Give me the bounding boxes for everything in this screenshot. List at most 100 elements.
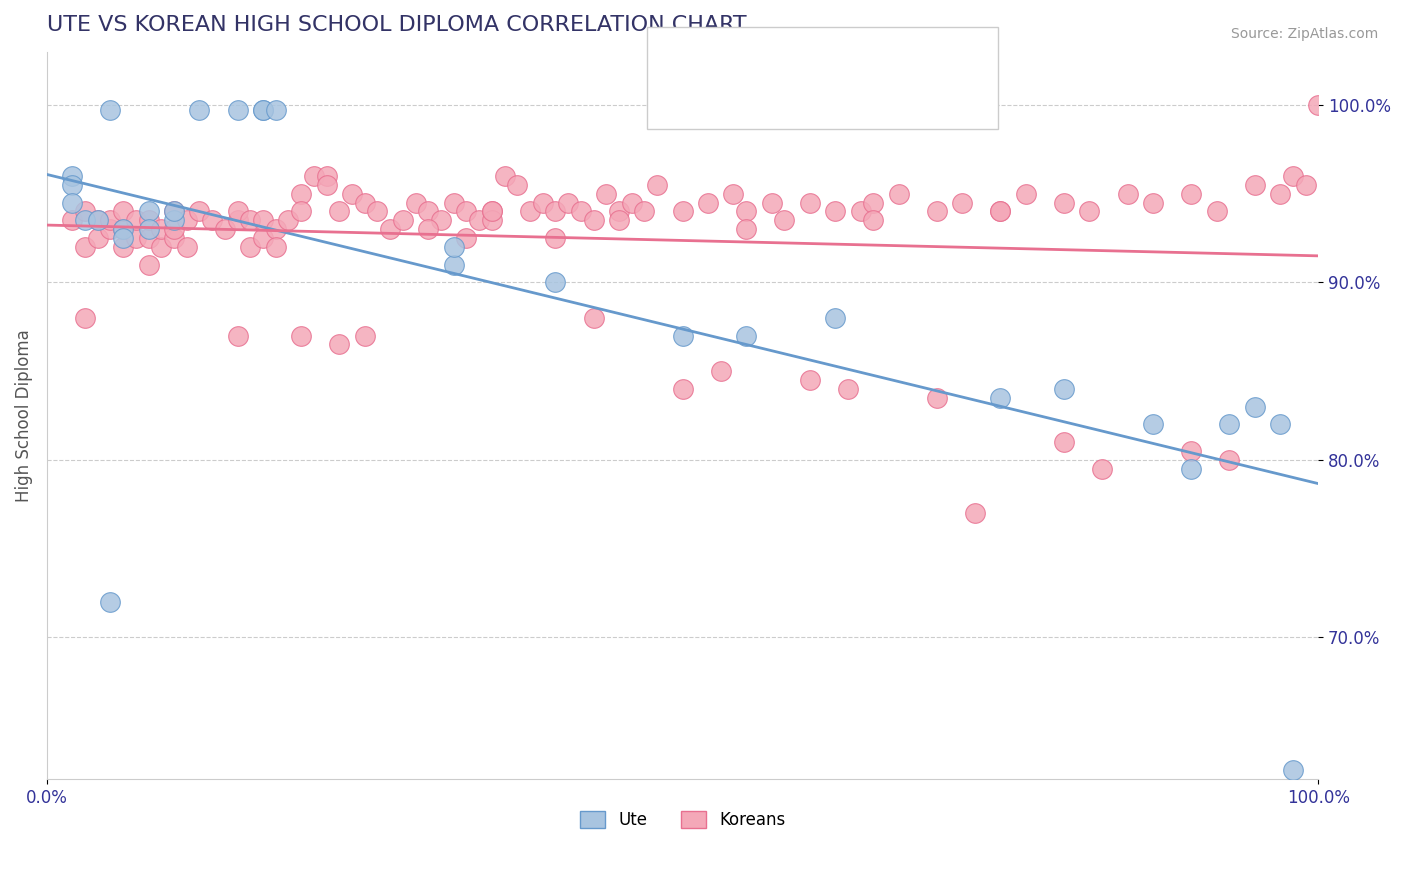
Point xyxy=(112,222,135,236)
Point xyxy=(1268,417,1291,432)
Point xyxy=(1053,382,1076,396)
Point xyxy=(557,195,579,210)
Point xyxy=(163,204,186,219)
Point xyxy=(1142,417,1164,432)
Point xyxy=(443,240,465,254)
Point xyxy=(353,195,375,210)
Point xyxy=(697,195,720,210)
Point xyxy=(799,195,821,210)
Point xyxy=(290,204,312,219)
Point xyxy=(443,258,465,272)
Point xyxy=(1295,178,1317,192)
Text: -0.337: -0.337 xyxy=(780,46,839,64)
Point xyxy=(990,204,1012,219)
Point xyxy=(138,213,160,227)
Point xyxy=(176,240,198,254)
Point xyxy=(519,204,541,219)
Point xyxy=(226,213,249,227)
Point xyxy=(671,382,693,396)
Point xyxy=(1205,204,1227,219)
Point xyxy=(112,204,135,219)
Point xyxy=(799,373,821,387)
Point xyxy=(1243,400,1265,414)
Point xyxy=(773,213,796,227)
Point xyxy=(671,328,693,343)
Point xyxy=(188,204,211,219)
Point xyxy=(595,186,617,201)
Point xyxy=(366,204,388,219)
Point xyxy=(138,231,160,245)
Point xyxy=(544,204,567,219)
Point xyxy=(645,178,668,192)
Point xyxy=(963,506,986,520)
Point xyxy=(735,328,758,343)
Point xyxy=(1142,195,1164,210)
Point xyxy=(1218,452,1240,467)
Point xyxy=(60,169,83,183)
Point xyxy=(862,195,884,210)
Point xyxy=(87,231,110,245)
Point xyxy=(264,222,287,236)
Text: 0.184: 0.184 xyxy=(780,93,832,111)
Point xyxy=(1243,178,1265,192)
Point xyxy=(607,204,630,219)
Point xyxy=(392,213,415,227)
Point xyxy=(456,231,478,245)
Point xyxy=(60,195,83,210)
Point xyxy=(112,231,135,245)
Point xyxy=(620,195,643,210)
Point xyxy=(735,222,758,236)
Point xyxy=(100,213,122,227)
FancyBboxPatch shape xyxy=(657,83,700,119)
Point xyxy=(1091,461,1114,475)
Point xyxy=(302,169,325,183)
Point xyxy=(87,213,110,227)
Point xyxy=(138,258,160,272)
Point xyxy=(1308,98,1330,112)
Point xyxy=(290,186,312,201)
Point xyxy=(264,240,287,254)
Point xyxy=(226,204,249,219)
Text: 116: 116 xyxy=(928,93,963,111)
Y-axis label: High School Diploma: High School Diploma xyxy=(15,329,32,502)
Text: N =: N = xyxy=(865,93,901,111)
Point xyxy=(862,213,884,227)
Point xyxy=(456,204,478,219)
Point xyxy=(925,204,948,219)
Point xyxy=(824,310,846,325)
Point xyxy=(100,222,122,236)
Point xyxy=(252,103,274,118)
Point xyxy=(418,204,440,219)
Point xyxy=(1282,169,1305,183)
Point xyxy=(138,204,160,219)
Point xyxy=(226,103,249,118)
Point xyxy=(176,213,198,227)
Point xyxy=(201,213,224,227)
Point xyxy=(188,103,211,118)
Point xyxy=(468,213,491,227)
Point xyxy=(506,178,529,192)
Point xyxy=(849,204,872,219)
Point xyxy=(125,231,148,245)
Point xyxy=(150,222,173,236)
Point xyxy=(607,213,630,227)
Text: N =: N = xyxy=(865,46,901,64)
Point xyxy=(1180,186,1202,201)
Point xyxy=(1282,763,1305,777)
Text: R =: R = xyxy=(717,46,754,64)
Point xyxy=(990,204,1012,219)
Point xyxy=(761,195,783,210)
Point xyxy=(60,213,83,227)
Point xyxy=(430,213,453,227)
Point xyxy=(226,328,249,343)
Point xyxy=(1015,186,1038,201)
Point xyxy=(481,204,503,219)
Text: 32: 32 xyxy=(928,46,952,64)
Point xyxy=(531,195,554,210)
Point xyxy=(569,204,592,219)
Point xyxy=(494,169,516,183)
Point xyxy=(1053,195,1076,210)
Point xyxy=(264,103,287,118)
Point xyxy=(633,204,655,219)
Point xyxy=(87,213,110,227)
